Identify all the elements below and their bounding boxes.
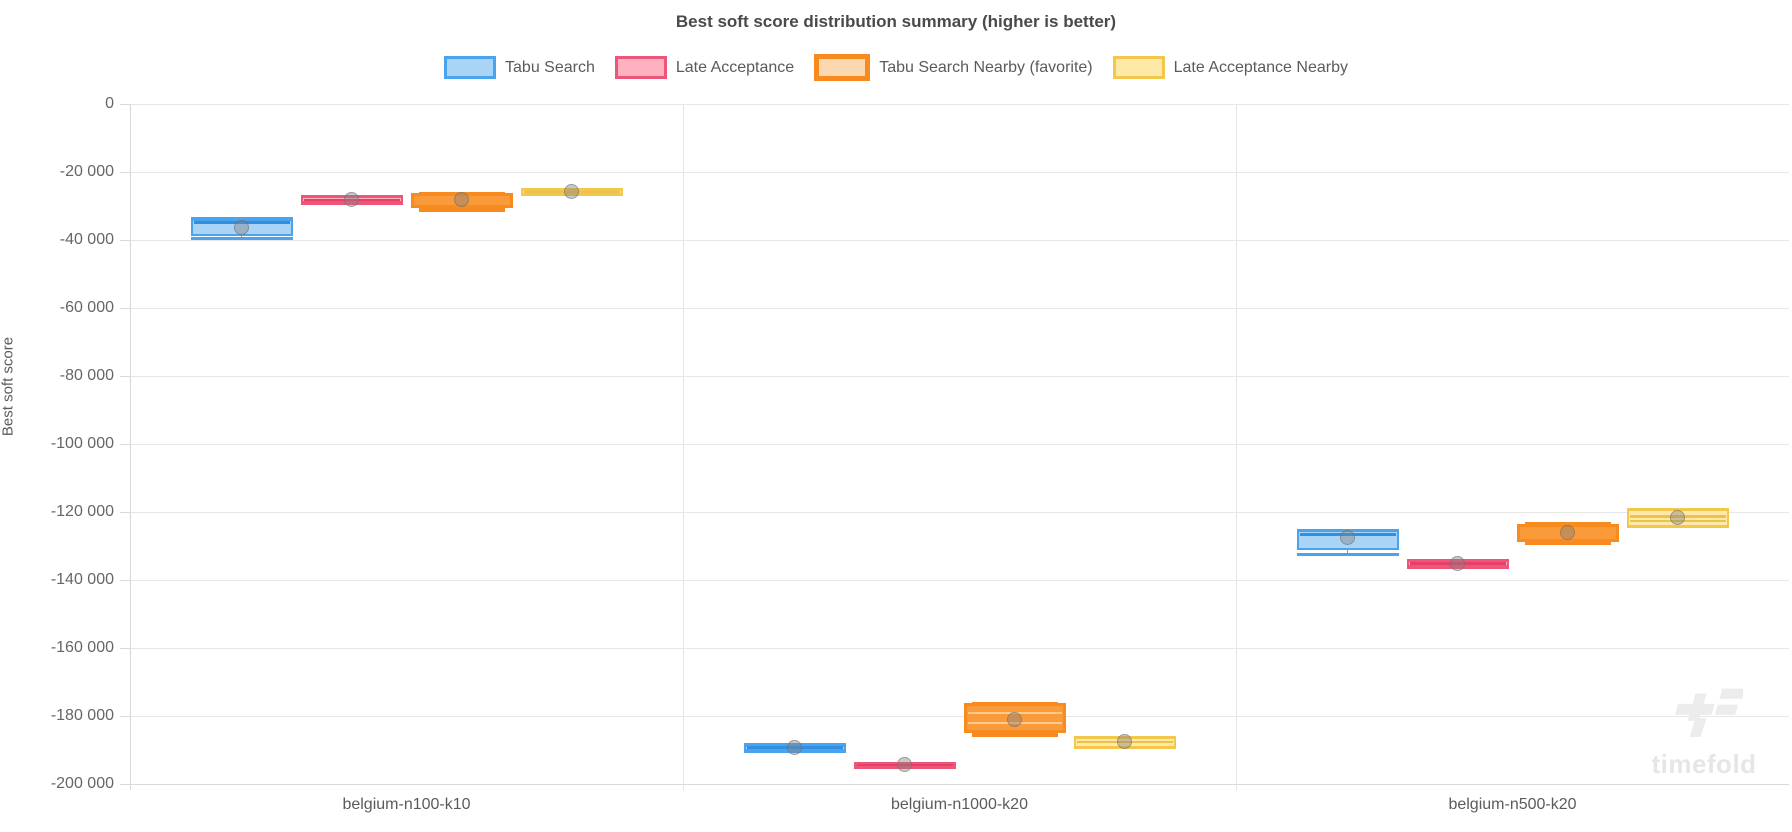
legend-item-4[interactable]: Late Acceptance Nearby [1112, 56, 1348, 79]
mean-dot[interactable] [564, 183, 579, 199]
gridline-y [130, 307, 1789, 309]
y-tick-label: -40 000 [59, 231, 114, 248]
whisker-cap-low [1626, 525, 1729, 529]
mean-dot[interactable] [1670, 510, 1685, 526]
panel-separator [1235, 104, 1237, 791]
y-tick-label: -140 000 [50, 571, 114, 588]
chart-title: Best soft score distribution summary (hi… [675, 12, 1117, 31]
y-tick-mark [120, 647, 130, 649]
legend-swatch-icon [814, 54, 871, 81]
legend-label: Tabu Search Nearby (favorite) [879, 58, 1093, 76]
y-tick-label: -120 000 [50, 503, 114, 520]
gridline-y [130, 239, 1789, 241]
mean-dot[interactable] [1007, 711, 1022, 727]
y-tick-mark [120, 783, 130, 785]
timefold-logo-icon [1675, 688, 1743, 737]
x-category-label: belgium-n500-k20 [1448, 796, 1577, 813]
y-tick-mark [120, 103, 130, 105]
mean-dot[interactable] [1340, 530, 1355, 546]
whisker-cap-low [190, 237, 293, 241]
mean-dot[interactable] [787, 740, 802, 756]
mean-dot[interactable] [1117, 734, 1132, 750]
legend: Tabu Search Late Acceptance Tabu Search Ne… [0, 54, 1792, 81]
whisker-cap-low [1296, 552, 1399, 556]
legend-swatch-icon [614, 56, 667, 79]
legend-label: Tabu Search [505, 58, 595, 76]
gridline-y [130, 375, 1789, 377]
mean-dot[interactable] [1450, 555, 1465, 571]
gridline-y [130, 579, 1789, 581]
gridline-y [130, 171, 1789, 173]
y-tick-mark [120, 375, 130, 377]
y-axis-line [129, 104, 131, 790]
legend-swatch-icon [1112, 56, 1165, 79]
legend-label: Late Acceptance [675, 58, 795, 76]
x-category-label: belgium-n1000-k20 [891, 796, 1028, 813]
legend-label: Late Acceptance Nearby [1173, 58, 1348, 76]
mean-dot[interactable] [1560, 524, 1575, 540]
mean-dot[interactable] [897, 757, 912, 773]
y-tick-mark [120, 579, 130, 581]
y-tick-label: -80 000 [59, 367, 114, 384]
x-category-label: belgium-n100-k10 [342, 796, 471, 813]
y-tick-label: -100 000 [50, 435, 114, 452]
timefold-watermark: timefold [1644, 685, 1764, 780]
legend-item-3[interactable]: Tabu Search Nearby (favorite) [814, 54, 1093, 81]
gridline-y [130, 443, 1789, 445]
legend-item-2[interactable]: Late Acceptance [614, 56, 795, 79]
legend-swatch-icon [444, 56, 497, 79]
gridline-y [130, 715, 1789, 717]
whisker-cap-low [418, 206, 505, 212]
gridline-y [130, 647, 1789, 649]
gridline-y [130, 103, 1789, 105]
mean-dot[interactable] [454, 192, 469, 208]
y-tick-mark [120, 511, 130, 513]
whisker-cap-low [971, 731, 1058, 737]
whisker-cap-low [1524, 540, 1611, 546]
mean-dot[interactable] [234, 219, 249, 235]
gridline-y [130, 511, 1789, 513]
y-tick-label: -20 000 [59, 163, 114, 180]
y-tick-mark [120, 171, 130, 173]
legend-item-1[interactable]: Tabu Search [444, 56, 595, 79]
y-tick-mark [120, 307, 130, 309]
x-axis-line [130, 783, 1789, 785]
y-tick-label: -200 000 [50, 775, 114, 792]
panel-separator [682, 104, 684, 791]
y-tick-mark [120, 715, 130, 717]
y-tick-label: -160 000 [50, 639, 114, 656]
timefold-watermark-text: timefold [1651, 749, 1757, 779]
y-tick-label: -60 000 [59, 299, 114, 316]
y-tick-label: 0 [105, 95, 114, 112]
y-tick-mark [120, 443, 130, 445]
y-tick-mark [120, 239, 130, 241]
y-tick-label: -180 000 [50, 707, 114, 724]
mean-dot[interactable] [344, 192, 359, 208]
